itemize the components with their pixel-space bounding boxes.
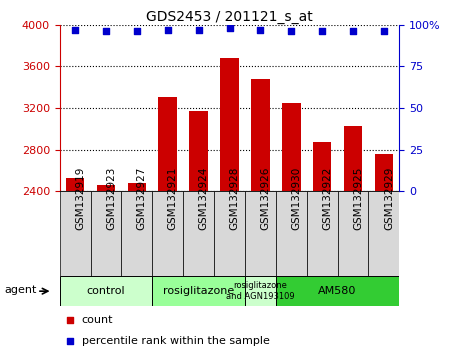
Bar — [190, 110, 208, 354]
Text: GSM132919: GSM132919 — [75, 166, 85, 230]
FancyBboxPatch shape — [60, 191, 90, 276]
FancyBboxPatch shape — [152, 191, 183, 276]
Point — [133, 29, 140, 34]
Text: GSM132922: GSM132922 — [322, 166, 332, 230]
FancyBboxPatch shape — [245, 276, 276, 306]
Bar — [313, 142, 331, 354]
Text: percentile rank within the sample: percentile rank within the sample — [82, 336, 269, 346]
Text: GSM132924: GSM132924 — [199, 166, 209, 230]
Point — [195, 27, 202, 33]
Text: count: count — [82, 315, 113, 325]
Text: GSM132923: GSM132923 — [106, 166, 116, 230]
Bar — [220, 58, 239, 354]
Text: GSM132929: GSM132929 — [384, 166, 394, 230]
Point — [66, 338, 73, 343]
FancyBboxPatch shape — [276, 191, 307, 276]
Text: GSM132926: GSM132926 — [260, 166, 270, 230]
Title: GDS2453 / 201121_s_at: GDS2453 / 201121_s_at — [146, 10, 313, 24]
Text: control: control — [87, 286, 125, 296]
FancyBboxPatch shape — [60, 276, 152, 306]
FancyBboxPatch shape — [337, 191, 369, 276]
FancyBboxPatch shape — [122, 191, 152, 276]
Point — [226, 25, 233, 31]
Point — [164, 27, 171, 33]
Point — [319, 29, 326, 34]
Text: GSM132927: GSM132927 — [137, 166, 147, 230]
Text: rosiglitazone: rosiglitazone — [163, 286, 234, 296]
Point — [102, 29, 110, 34]
Point — [257, 27, 264, 33]
FancyBboxPatch shape — [276, 276, 399, 306]
Text: AM580: AM580 — [319, 286, 357, 296]
Text: agent: agent — [5, 285, 37, 295]
FancyBboxPatch shape — [369, 191, 399, 276]
FancyBboxPatch shape — [183, 191, 214, 276]
FancyBboxPatch shape — [152, 276, 245, 306]
FancyBboxPatch shape — [307, 191, 337, 276]
Bar — [282, 103, 301, 354]
Text: GSM132930: GSM132930 — [291, 166, 301, 230]
Bar — [251, 79, 269, 354]
Text: GSM132928: GSM132928 — [230, 166, 240, 230]
Bar — [158, 97, 177, 354]
Text: GSM132921: GSM132921 — [168, 166, 178, 230]
Text: rosiglitazone
and AGN193109: rosiglitazone and AGN193109 — [226, 281, 295, 301]
Bar — [128, 183, 146, 354]
Bar — [375, 154, 393, 354]
Bar — [344, 126, 362, 354]
FancyBboxPatch shape — [90, 191, 122, 276]
Point — [288, 29, 295, 34]
Bar — [97, 185, 115, 354]
FancyBboxPatch shape — [214, 191, 245, 276]
Bar — [66, 178, 84, 354]
Point — [66, 317, 73, 322]
FancyBboxPatch shape — [245, 191, 276, 276]
Point — [349, 29, 357, 34]
Text: GSM132925: GSM132925 — [353, 166, 363, 230]
Point — [72, 27, 79, 33]
Point — [380, 29, 387, 34]
